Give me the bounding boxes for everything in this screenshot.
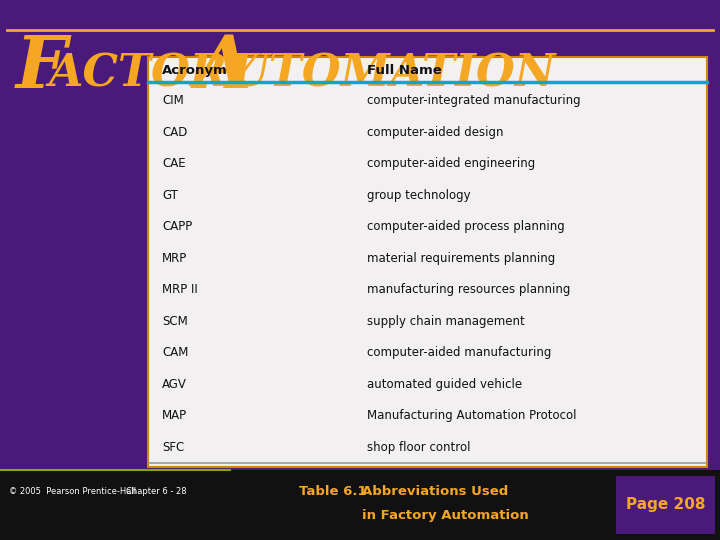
Text: Full Name: Full Name — [367, 64, 442, 77]
Bar — [0, 470, 720, 540]
Text: Table 6.1: Table 6.1 — [299, 485, 366, 498]
Text: Page 208: Page 208 — [626, 497, 705, 512]
Text: F: F — [16, 32, 67, 103]
Text: CAD: CAD — [162, 125, 187, 139]
Text: MRP: MRP — [162, 252, 187, 265]
Text: CIM: CIM — [162, 94, 184, 107]
Bar — [148, 57, 707, 467]
Text: material requirements planning: material requirements planning — [367, 252, 555, 265]
Text: computer-integrated manufacturing: computer-integrated manufacturing — [367, 94, 581, 107]
Text: manufacturing resources planning: manufacturing resources planning — [367, 283, 570, 296]
Text: © 2005  Pearson Prentice-Hall: © 2005 Pearson Prentice-Hall — [9, 487, 136, 496]
Text: Chapter 6 - 28: Chapter 6 - 28 — [126, 487, 186, 496]
Text: CAM: CAM — [162, 346, 189, 359]
Text: A: A — [196, 32, 252, 103]
Text: MAP: MAP — [162, 409, 187, 422]
Text: AGV: AGV — [162, 377, 187, 390]
Text: ACTORY: ACTORY — [49, 52, 274, 96]
Text: computer-aided process planning: computer-aided process planning — [367, 220, 565, 233]
Text: group technology: group technology — [367, 188, 471, 201]
Text: SFC: SFC — [162, 441, 184, 454]
Text: MRP II: MRP II — [162, 283, 198, 296]
Bar — [616, 476, 715, 534]
Text: computer-aided engineering: computer-aided engineering — [367, 157, 536, 170]
Text: in Factory Automation: in Factory Automation — [362, 509, 529, 522]
Text: SCM: SCM — [162, 314, 188, 328]
Text: shop floor control: shop floor control — [367, 441, 471, 454]
Text: CAE: CAE — [162, 157, 186, 170]
Text: Manufacturing Automation Protocol: Manufacturing Automation Protocol — [367, 409, 577, 422]
Text: Acronym: Acronym — [162, 64, 228, 77]
Text: automated guided vehicle: automated guided vehicle — [367, 377, 522, 390]
Text: GT: GT — [162, 188, 178, 201]
Text: computer-aided manufacturing: computer-aided manufacturing — [367, 346, 552, 359]
Text: computer-aided design: computer-aided design — [367, 125, 504, 139]
Text: UTOMATION: UTOMATION — [230, 52, 556, 96]
Text: Abbreviations Used: Abbreviations Used — [362, 485, 508, 498]
Text: supply chain management: supply chain management — [367, 314, 525, 328]
Text: CAPP: CAPP — [162, 220, 192, 233]
